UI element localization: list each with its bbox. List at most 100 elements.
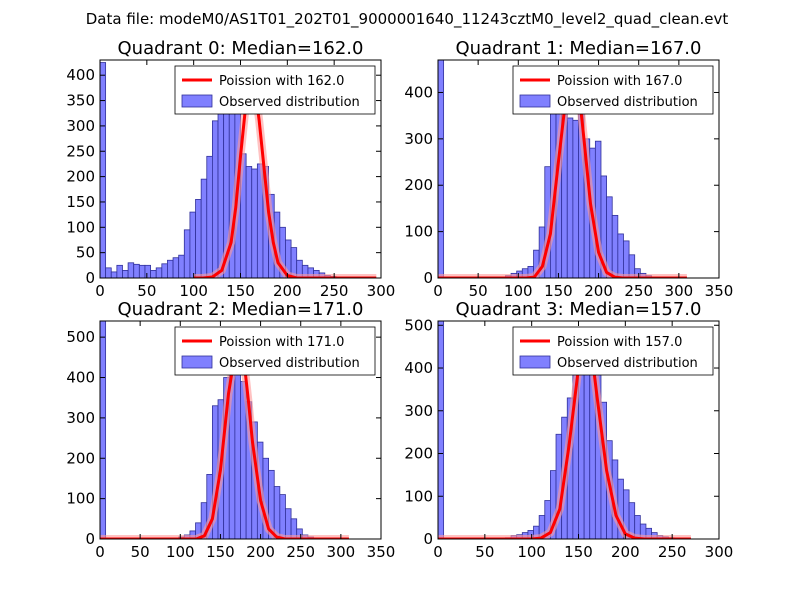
- quadrant-2-ytick-label: 400: [66, 369, 95, 387]
- quadrant-0-ytick-label: 250: [66, 142, 95, 160]
- quadrant-2-xtick-label: 350: [367, 543, 396, 561]
- quadrant-3-ytick-label: 100: [404, 487, 433, 505]
- quadrant-0-histogram-bar: [211, 120, 219, 278]
- quadrant-3-legend: Poission with 157.0 Observed distribution: [512, 326, 714, 376]
- quadrant-0-histogram-bar: [138, 264, 146, 278]
- quadrant-3-xtick-label: 50: [475, 543, 494, 561]
- quadrant-0-legend-observed-label: Observed distribution: [219, 95, 360, 110]
- quadrant-0-histogram-bar: [178, 254, 185, 278]
- quadrant-1-xtick-label: 100: [504, 282, 533, 300]
- quadrant-3-legend-poisson-prefix: Poission with: [557, 335, 645, 350]
- quadrant-2-xtick-label: 100: [166, 543, 195, 561]
- quadrant-0-ytick-label: 400: [66, 66, 95, 84]
- quadrant-2-legend-poisson-label: Poission with 171.0: [219, 335, 344, 350]
- quadrant-1-histogram-bar: [611, 214, 619, 278]
- quadrant-2-legend-observed-label: Observed distribution: [219, 356, 360, 371]
- quadrant-3-ytick-label: 300: [404, 402, 433, 420]
- quadrant-1-legend: Poission with 167.0 Observed distribution: [512, 65, 714, 115]
- quadrant-1-histogram-bar: [628, 254, 636, 278]
- quadrant-1-xtick-label: 350: [705, 282, 734, 300]
- quadrant-3-ytick-label: 0: [423, 530, 433, 548]
- quadrant-1-legend-poisson-prefix: Poission with: [557, 74, 645, 89]
- quadrant-1-title: Quadrant 1: Median=167.0: [456, 38, 702, 59]
- quadrant-1-histogram-bar: [438, 60, 445, 278]
- quadrant-2-histogram-bar: [279, 494, 286, 539]
- quadrant-0-xtick-label: 150: [226, 282, 255, 300]
- quadrant-0-legend-bar-swatch: [181, 94, 213, 108]
- quadrant-3-ytick-label: 500: [404, 316, 433, 334]
- quadrant-0-histogram-bar: [245, 166, 253, 278]
- quadrant-0-ytick-label: 200: [66, 168, 95, 186]
- quadrant-2-xtick-label: 200: [246, 543, 275, 561]
- figure-suptitle: Data file: modeM0/AS1T01_202T01_90000016…: [86, 10, 729, 29]
- quadrant-0-histogram-bar: [195, 199, 202, 278]
- quadrant-2-legend-poisson-prefix: Poission with: [219, 335, 307, 350]
- quadrant-0-ytick-label: 100: [66, 218, 95, 236]
- quadrant-3-ytick-label: 200: [404, 445, 433, 463]
- quadrant-3-legend-poisson-label: Poission with 157.0: [557, 335, 682, 350]
- quadrant-2-ytick-label: 200: [66, 449, 95, 467]
- quadrant-3-legend-bar-swatch: [519, 355, 551, 369]
- quadrant-0-legend-poisson-prefix: Poission with: [219, 74, 307, 89]
- quadrant-3-xtick-label: 100: [517, 543, 546, 561]
- quadrant-0-histogram-bar: [144, 264, 151, 278]
- quadrant-1-ytick-label: 400: [404, 83, 433, 101]
- quadrant-2-title: Quadrant 2: Median=171.0: [118, 299, 364, 320]
- quadrant-0-xtick-label: 0: [95, 282, 105, 300]
- quadrant-0-histogram-bar: [122, 269, 129, 278]
- quadrant-1-ytick-label: 300: [404, 130, 433, 148]
- quadrant-0-histogram-bar: [110, 271, 118, 278]
- quadrant-0-title: Quadrant 0: Median=162.0: [118, 38, 364, 59]
- quadrant-2-histogram-bar: [285, 508, 292, 539]
- quadrant-0-histogram-bar: [183, 229, 191, 278]
- quadrant-1-xtick-label: 200: [584, 282, 613, 300]
- quadrant-2-axes-frame: [99, 320, 382, 540]
- quadrant-1-ytick-label: 100: [404, 223, 433, 241]
- quadrant-0-poisson-curve: [193, 78, 377, 278]
- quadrant-2-legend: Poission with 171.0 Observed distribution: [174, 326, 376, 376]
- quadrant-2-histogram-bar: [234, 365, 241, 539]
- quadrant-3-xtick-label: 150: [564, 543, 593, 561]
- quadrant-1-histogram-bar: [617, 233, 624, 278]
- quadrant-1-xtick-label: 50: [469, 282, 488, 300]
- quadrant-1-xtick-label: 0: [433, 282, 443, 300]
- quadrant-0-ytick-label: 350: [66, 92, 95, 110]
- quadrant-0-histogram-bar: [189, 211, 196, 278]
- quadrant-1-xtick-label: 150: [544, 282, 573, 300]
- quadrant-0-histogram-bar: [206, 155, 213, 278]
- quadrant-2-ytick-label: 100: [66, 490, 95, 508]
- quadrant-0-histogram-bar: [167, 259, 174, 278]
- quadrant-2-legend-poisson-value: 171.0: [307, 335, 344, 350]
- quadrant-3-xtick-label: 250: [658, 543, 687, 561]
- quadrant-1-ytick-label: 0: [423, 269, 433, 287]
- quadrant-0-histogram-bar: [127, 262, 135, 278]
- quadrant-2-histogram-bar: [100, 321, 107, 539]
- quadrant-2-xtick-label: 250: [286, 543, 315, 561]
- quadrant-0-ytick-label: 50: [76, 244, 95, 262]
- quadrant-2-ytick-label: 300: [66, 409, 95, 427]
- quadrant-1-histogram-bar: [623, 240, 630, 278]
- quadrant-1-xtick-label: 300: [665, 282, 694, 300]
- quadrant-0-histogram-bar: [161, 263, 168, 278]
- quadrant-0-histogram-bar: [155, 267, 163, 278]
- quadrant-0-ytick-label: 150: [66, 193, 95, 211]
- quadrant-0-ytick-label: 0: [85, 269, 95, 287]
- quadrant-1-ytick-label: 200: [404, 176, 433, 194]
- quadrant-0-xtick-label: 100: [179, 282, 208, 300]
- quadrant-0-histogram-bar: [100, 62, 107, 278]
- quadrant-0-histogram-bar: [116, 264, 123, 278]
- quadrant-0-xtick-label: 250: [320, 282, 349, 300]
- quadrant-2-legend-bar-swatch: [181, 355, 213, 369]
- quadrant-1-xtick-label: 250: [624, 282, 653, 300]
- quadrant-2-xtick-label: 300: [327, 543, 356, 561]
- quadrant-2-ytick-label: 0: [85, 530, 95, 548]
- quadrant-0-ytick-label: 300: [66, 117, 95, 135]
- quadrant-3-ytick-label: 400: [404, 359, 433, 377]
- quadrant-0-histogram-bar: [105, 267, 112, 278]
- quadrant-2-xtick-label: 150: [206, 543, 235, 561]
- quadrant-3-legend-observed-label: Observed distribution: [557, 356, 698, 371]
- quadrant-3-legend-poisson-value: 157.0: [645, 335, 682, 350]
- quadrant-0-histogram-bar: [251, 168, 258, 278]
- quadrant-2-histogram-bar: [296, 528, 303, 539]
